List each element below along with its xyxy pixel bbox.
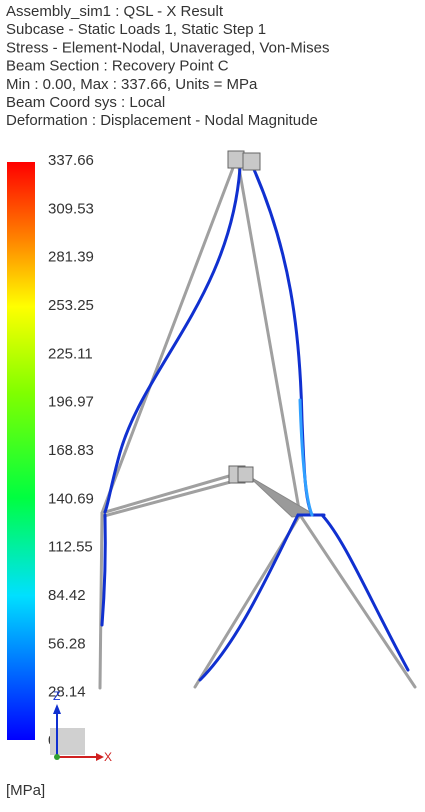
- model: [98, 150, 417, 690]
- legend-label: 253.25: [48, 297, 94, 314]
- legend-label: 84.42: [48, 587, 86, 604]
- legend-label: 309.53: [48, 200, 94, 217]
- header-line: Subcase - Static Loads 1, Static Step 1: [6, 21, 266, 38]
- legend-label: 337.66: [48, 152, 94, 169]
- legend-label: 112.55: [48, 539, 93, 556]
- legend-label: 196.97: [48, 394, 94, 411]
- units-label: [MPa]: [6, 782, 45, 799]
- legend-label: 225.11: [48, 345, 93, 362]
- legend-label: 56.28: [48, 635, 86, 652]
- x-label: X: [104, 750, 112, 764]
- header-line: Assembly_sim1 : QSL - X Result: [6, 3, 224, 20]
- color-bar: [7, 162, 35, 740]
- legend-label: 28.14: [48, 684, 86, 701]
- z-label: Z: [53, 689, 60, 703]
- legend-label: 281.39: [48, 249, 94, 266]
- legend-label: 140.69: [48, 490, 94, 507]
- triad: Z X: [50, 689, 112, 764]
- legend-label: 168.83: [48, 442, 94, 459]
- header-line: Stress - Element-Nodal, Unaveraged, Von-…: [6, 39, 329, 56]
- legend-labels: 337.66 309.53 281.39 253.25 225.11 196.97 168.…: [48, 152, 94, 749]
- header-line: Deformation : Displacement - Nodal Magni…: [6, 112, 318, 129]
- header-line: Min : 0.00, Max : 337.66, Units = MPa: [6, 76, 258, 93]
- header-line: Beam Section : Recovery Point C: [6, 58, 229, 75]
- header-line: Beam Coord sys : Local: [6, 94, 165, 111]
